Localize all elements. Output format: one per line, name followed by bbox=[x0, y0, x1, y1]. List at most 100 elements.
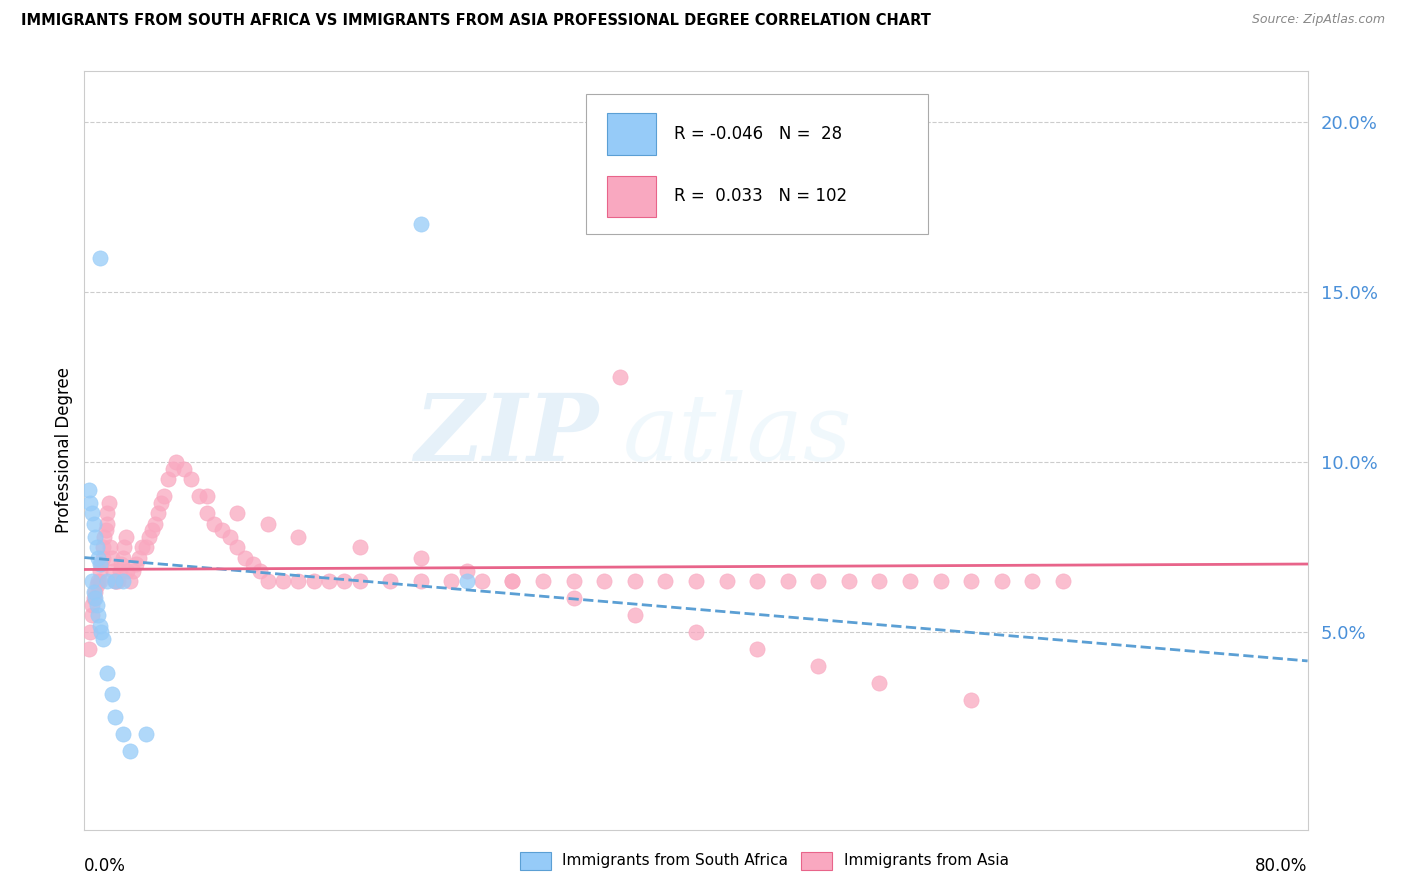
Point bbox=[456, 574, 478, 589]
Point bbox=[94, 524, 117, 538]
Point bbox=[112, 541, 135, 555]
Point bbox=[502, 574, 524, 589]
Point bbox=[114, 530, 136, 544]
FancyBboxPatch shape bbox=[606, 113, 655, 155]
Point bbox=[318, 574, 340, 589]
Point bbox=[562, 574, 585, 589]
Point bbox=[869, 676, 891, 690]
Point bbox=[409, 550, 432, 565]
Point bbox=[218, 530, 240, 544]
Point bbox=[96, 516, 118, 531]
Y-axis label: Professional Degree: Professional Degree bbox=[55, 368, 73, 533]
Point bbox=[685, 625, 707, 640]
Point bbox=[456, 564, 478, 578]
Point bbox=[226, 541, 249, 555]
Point bbox=[249, 564, 271, 578]
Point bbox=[807, 574, 830, 589]
Point bbox=[195, 507, 218, 521]
Point bbox=[165, 455, 187, 469]
Point bbox=[1052, 574, 1074, 589]
Point bbox=[84, 591, 107, 606]
Point bbox=[86, 598, 108, 612]
Point bbox=[79, 625, 101, 640]
Point bbox=[562, 591, 585, 606]
Point bbox=[1021, 574, 1043, 589]
Point bbox=[624, 574, 647, 589]
Point bbox=[349, 574, 371, 589]
Point bbox=[90, 558, 112, 572]
Point bbox=[593, 574, 616, 589]
Text: 80.0%: 80.0% bbox=[1256, 856, 1308, 875]
Point bbox=[83, 516, 105, 531]
Point bbox=[180, 472, 202, 486]
Point bbox=[188, 489, 211, 503]
Point bbox=[125, 558, 148, 572]
Text: Immigrants from Asia: Immigrants from Asia bbox=[844, 854, 1008, 868]
Point bbox=[104, 574, 127, 589]
Point bbox=[211, 524, 233, 538]
Point bbox=[101, 550, 124, 565]
Point bbox=[80, 608, 103, 623]
Point bbox=[776, 574, 799, 589]
Point bbox=[98, 541, 121, 555]
Point bbox=[929, 574, 952, 589]
Point bbox=[685, 574, 707, 589]
Text: atlas: atlas bbox=[623, 391, 852, 480]
Point bbox=[89, 564, 111, 578]
Point bbox=[115, 564, 138, 578]
Point bbox=[173, 462, 195, 476]
Point bbox=[287, 530, 309, 544]
Point bbox=[333, 574, 356, 589]
Point bbox=[135, 541, 157, 555]
Point bbox=[80, 598, 103, 612]
Point bbox=[409, 218, 432, 232]
Point bbox=[90, 625, 112, 640]
Point bbox=[79, 496, 101, 510]
Point bbox=[80, 507, 103, 521]
Point bbox=[157, 472, 180, 486]
Point bbox=[609, 370, 631, 384]
Point bbox=[233, 550, 256, 565]
Text: IMMIGRANTS FROM SOUTH AFRICA VS IMMIGRANTS FROM ASIA PROFESSIONAL DEGREE CORRELA: IMMIGRANTS FROM SOUTH AFRICA VS IMMIGRAN… bbox=[21, 13, 931, 29]
Point bbox=[101, 687, 124, 701]
Point bbox=[96, 574, 118, 589]
Point bbox=[271, 574, 294, 589]
FancyBboxPatch shape bbox=[586, 95, 928, 235]
Text: Source: ZipAtlas.com: Source: ZipAtlas.com bbox=[1251, 13, 1385, 27]
Point bbox=[531, 574, 554, 589]
Point bbox=[110, 558, 132, 572]
Point bbox=[409, 574, 432, 589]
Point bbox=[242, 558, 264, 572]
Point bbox=[111, 550, 134, 565]
Point bbox=[104, 574, 127, 589]
Point bbox=[108, 564, 131, 578]
Point bbox=[84, 530, 107, 544]
Point bbox=[91, 550, 114, 565]
Point bbox=[138, 530, 160, 544]
Point bbox=[104, 710, 127, 724]
Point bbox=[716, 574, 738, 589]
Point bbox=[302, 574, 325, 589]
Point bbox=[89, 574, 111, 589]
Point bbox=[128, 550, 150, 565]
Point bbox=[86, 578, 108, 592]
Point bbox=[991, 574, 1014, 589]
Point bbox=[380, 574, 402, 589]
Point bbox=[257, 574, 280, 589]
Point bbox=[257, 516, 280, 531]
Point bbox=[898, 574, 921, 589]
Point bbox=[89, 252, 111, 266]
Point bbox=[96, 666, 118, 681]
Point bbox=[502, 574, 524, 589]
Point bbox=[91, 541, 114, 555]
Point bbox=[83, 591, 105, 606]
Point bbox=[86, 541, 108, 555]
Point bbox=[131, 541, 153, 555]
Point bbox=[747, 574, 769, 589]
Point bbox=[471, 574, 494, 589]
FancyBboxPatch shape bbox=[606, 176, 655, 218]
Point bbox=[97, 496, 120, 510]
Point bbox=[440, 574, 463, 589]
Point bbox=[120, 574, 142, 589]
Point bbox=[153, 489, 176, 503]
